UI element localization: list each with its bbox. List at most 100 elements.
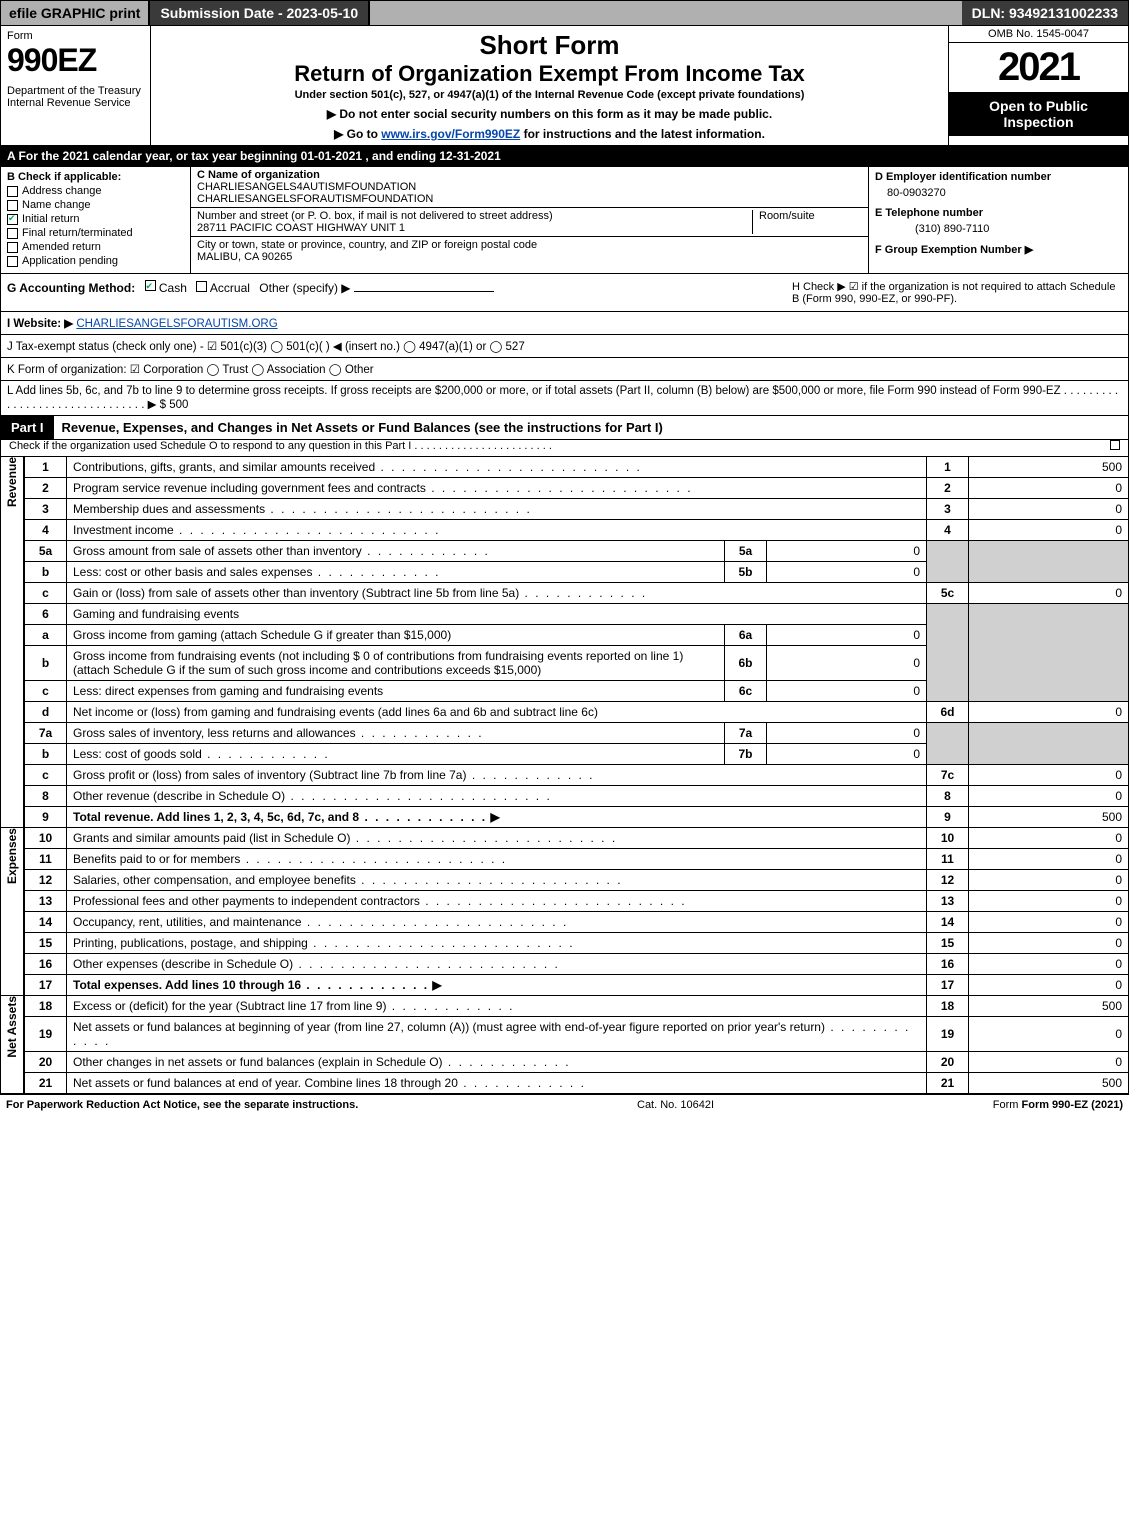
chk-application-pending[interactable]: Application pending	[7, 255, 184, 267]
instruction-2: ▶ Go to www.irs.gov/Form990EZ for instru…	[157, 127, 942, 141]
footer: For Paperwork Reduction Act Notice, see …	[0, 1094, 1129, 1115]
line-4: 4Investment income40	[25, 520, 1129, 541]
street-label: Number and street (or P. O. box, if mail…	[197, 210, 752, 222]
line-18: 18Excess or (deficit) for the year (Subt…	[25, 996, 1129, 1017]
instr2-pre: ▶ Go to	[334, 127, 381, 141]
omb-number: OMB No. 1545-0047	[949, 26, 1128, 43]
header-right: OMB No. 1545-0047 2021 Open to Public In…	[948, 26, 1128, 145]
revenue-vlabel: Revenue	[0, 457, 24, 828]
chk-final-return[interactable]: Final return/terminated	[7, 227, 184, 239]
line-6d: dNet income or (loss) from gaming and fu…	[25, 702, 1129, 723]
schedule-o-checkbox[interactable]	[1110, 440, 1120, 450]
org-name-2: CHARLIESANGELSFORAUTISMFOUNDATION	[197, 193, 862, 205]
line-7c: cGross profit or (loss) from sales of in…	[25, 765, 1129, 786]
line-14: 14Occupancy, rent, utilities, and mainte…	[25, 912, 1129, 933]
ein: 80-0903270	[875, 183, 1122, 207]
h-check: H Check ▶ ☑ if the organization is not r…	[792, 280, 1122, 305]
org-name-1: CHARLIESANGELS4AUTISMFOUNDATION	[197, 181, 862, 193]
form-version-text: Form 990-EZ (2021)	[1022, 1099, 1123, 1111]
line-5c: cGain or (loss) from sale of assets othe…	[25, 583, 1129, 604]
chk-label: Final return/terminated	[22, 227, 133, 239]
line-11: 11Benefits paid to or for members110	[25, 849, 1129, 870]
under-section: Under section 501(c), 527, or 4947(a)(1)…	[157, 89, 942, 101]
return-title: Return of Organization Exempt From Incom…	[157, 61, 942, 87]
instr2-post: for instructions and the latest informat…	[520, 127, 765, 141]
line-6: 6Gaming and fundraising events	[25, 604, 1129, 625]
chk-address-change[interactable]: Address change	[7, 185, 184, 197]
row-g-h: G Accounting Method: Cash Accrual Other …	[0, 274, 1129, 312]
expenses-table: 10Grants and similar amounts paid (list …	[24, 828, 1129, 996]
line-5a: 5aGross amount from sale of assets other…	[25, 541, 1129, 562]
city-cell: City or town, state or province, country…	[191, 237, 868, 265]
chk-initial-return[interactable]: Initial return	[7, 213, 184, 225]
department: Department of the Treasury Internal Reve…	[7, 85, 144, 109]
chk-label: Address change	[22, 185, 102, 197]
row-i: I Website: ▶ CHARLIESANGELSFORAUTISM.ORG	[0, 312, 1129, 335]
short-form-title: Short Form	[157, 30, 942, 61]
chk-amended-return[interactable]: Amended return	[7, 241, 184, 253]
paperwork-notice: For Paperwork Reduction Act Notice, see …	[6, 1099, 358, 1111]
col-c: C Name of organization CHARLIESANGELS4AU…	[191, 167, 868, 273]
chk-label: Name change	[22, 199, 91, 211]
part-1-tag: Part I	[1, 416, 54, 439]
col-d: D Employer identification number 80-0903…	[868, 167, 1128, 273]
row-k: K Form of organization: ☑ Corporation ◯ …	[0, 358, 1129, 381]
line-17: 17Total expenses. Add lines 10 through 1…	[25, 975, 1129, 996]
form-header: Form 990EZ Department of the Treasury In…	[0, 26, 1129, 146]
section-bcd: B Check if applicable: Address change Na…	[0, 167, 1129, 274]
net-assets-vlabel: Net Assets	[0, 996, 24, 1094]
form-version: Form Form 990-EZ (2021)	[993, 1099, 1123, 1111]
chk-name-change[interactable]: Name change	[7, 199, 184, 211]
irs-link[interactable]: www.irs.gov/Form990EZ	[381, 127, 520, 141]
header-center: Short Form Return of Organization Exempt…	[151, 26, 948, 145]
line-7a: 7aGross sales of inventory, less returns…	[25, 723, 1129, 744]
line-2: 2Program service revenue including gover…	[25, 478, 1129, 499]
line-9: 9Total revenue. Add lines 1, 2, 3, 4, 5c…	[25, 807, 1129, 828]
org-name-label: C Name of organization	[197, 169, 862, 181]
part-1-sub-text: Check if the organization used Schedule …	[9, 440, 552, 452]
efile-print-button[interactable]: efile GRAPHIC print	[1, 1, 150, 25]
website-link[interactable]: CHARLIESANGELSFORAUTISM.ORG	[76, 318, 277, 330]
revenue-table: 1Contributions, gifts, grants, and simil…	[24, 457, 1129, 828]
part-1-header: Part I Revenue, Expenses, and Changes in…	[0, 416, 1129, 440]
line-19: 19Net assets or fund balances at beginni…	[25, 1017, 1129, 1052]
line-13: 13Professional fees and other payments t…	[25, 891, 1129, 912]
chk-cash[interactable]	[145, 280, 156, 291]
room-suite: Room/suite	[752, 210, 862, 234]
website-label: I Website: ▶	[7, 318, 73, 330]
chk-label: Initial return	[22, 213, 79, 225]
cash-label: Cash	[159, 281, 187, 295]
line-3: 3Membership dues and assessments30	[25, 499, 1129, 520]
row-l: L Add lines 5b, 6c, and 7b to line 9 to …	[0, 381, 1129, 416]
line-8: 8Other revenue (describe in Schedule O)8…	[25, 786, 1129, 807]
line-1: 1Contributions, gifts, grants, and simil…	[25, 457, 1129, 478]
city: MALIBU, CA 90265	[197, 251, 862, 263]
header-left: Form 990EZ Department of the Treasury In…	[1, 26, 151, 145]
col-b-title: B Check if applicable:	[7, 171, 184, 183]
part-1-title: Revenue, Expenses, and Changes in Net As…	[54, 416, 1128, 439]
line-10: 10Grants and similar amounts paid (list …	[25, 828, 1129, 849]
open-to-public: Open to Public Inspection	[949, 92, 1128, 136]
other-specify-line	[354, 291, 494, 292]
city-label: City or town, state or province, country…	[197, 239, 862, 251]
street-cell: Number and street (or P. O. box, if mail…	[191, 208, 868, 237]
line-15: 15Printing, publications, postage, and s…	[25, 933, 1129, 954]
part-1-sub: Check if the organization used Schedule …	[0, 440, 1129, 457]
tax-year: 2021	[949, 43, 1128, 92]
dln: DLN: 93492131002233	[962, 1, 1128, 25]
revenue-section: Revenue 1Contributions, gifts, grants, a…	[0, 457, 1129, 828]
line-12: 12Salaries, other compensation, and empl…	[25, 870, 1129, 891]
catalog-number: Cat. No. 10642I	[637, 1099, 714, 1111]
telephone: (310) 890-7110	[875, 219, 1122, 243]
expenses-vlabel: Expenses	[0, 828, 24, 996]
col-b: B Check if applicable: Address change Na…	[1, 167, 191, 273]
net-assets-section: Net Assets 18Excess or (deficit) for the…	[0, 996, 1129, 1094]
accrual-label: Accrual	[210, 281, 250, 295]
line-20: 20Other changes in net assets or fund ba…	[25, 1052, 1129, 1073]
chk-accrual[interactable]	[196, 281, 207, 292]
group-exemption-label: F Group Exemption Number ▶	[875, 243, 1122, 256]
topbar-spacer	[370, 1, 962, 25]
ein-label: D Employer identification number	[875, 171, 1122, 183]
chk-label: Application pending	[22, 255, 118, 267]
tel-label: E Telephone number	[875, 207, 1122, 219]
